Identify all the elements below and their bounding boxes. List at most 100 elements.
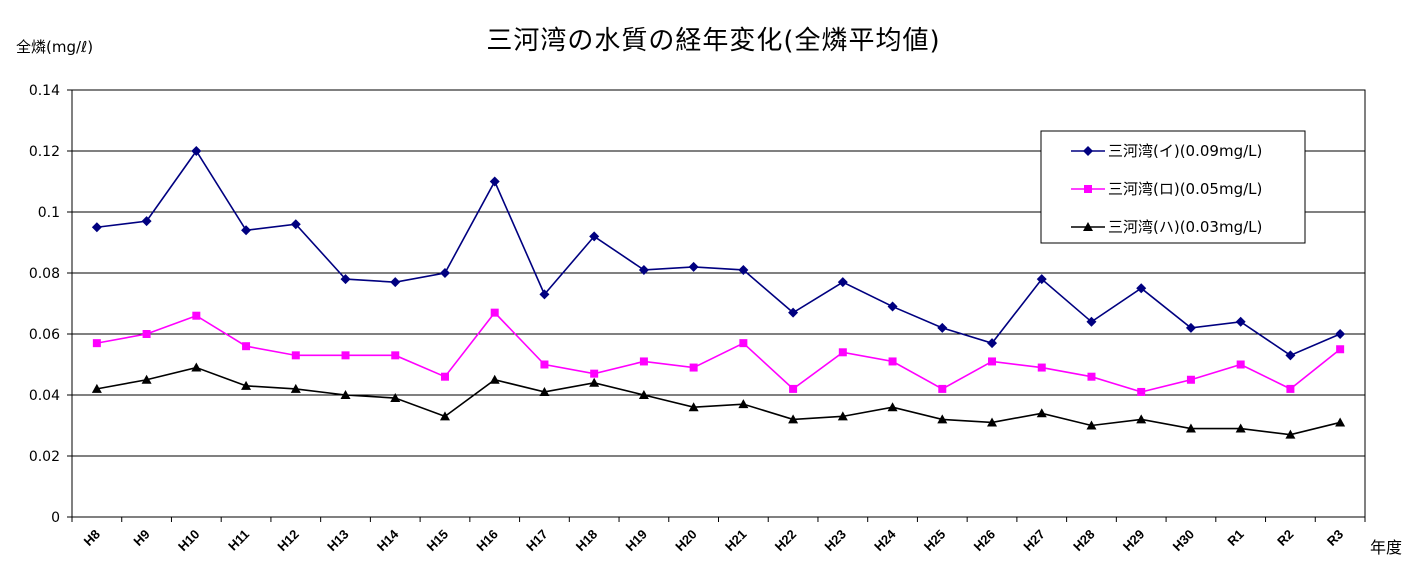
x-tick-label: H24 (871, 526, 899, 554)
legend-marker (1084, 185, 1092, 193)
legend-label: 三河湾(ロ)(0.05mg/L) (1108, 180, 1262, 198)
data-point (540, 360, 549, 369)
data-point (638, 264, 649, 275)
legend-label: 三河湾(イ)(0.09mg/L) (1108, 142, 1262, 160)
x-tick-label: H15 (424, 527, 451, 554)
x-tick-label: H8 (81, 527, 103, 549)
data-point (738, 399, 749, 409)
data-point (590, 369, 599, 378)
data-point (241, 380, 252, 390)
data-point (489, 176, 500, 187)
x-tick-label: H14 (374, 526, 402, 554)
data-point (141, 216, 152, 227)
data-point (1285, 350, 1296, 361)
data-point (938, 384, 947, 393)
data-point (539, 289, 550, 300)
x-tick-label: H22 (772, 527, 799, 554)
data-point (988, 357, 997, 366)
data-point (837, 277, 848, 288)
y-tick-label: 0.06 (29, 327, 60, 343)
data-point (788, 307, 799, 318)
data-point (1086, 420, 1097, 430)
series-line-2 (96, 311, 1341, 393)
y-tick-label: 0.04 (29, 388, 60, 404)
data-point (1235, 316, 1246, 327)
data-point (1086, 316, 1097, 327)
x-tick-label: H17 (523, 527, 550, 554)
data-point (241, 225, 252, 236)
x-tick-label: H16 (473, 527, 500, 554)
data-point (888, 357, 897, 366)
x-tick-label: H30 (1170, 527, 1197, 554)
data-point (638, 390, 649, 399)
x-tick-label: H10 (175, 527, 202, 554)
data-point (739, 339, 748, 348)
x-tick-label: H12 (274, 527, 301, 554)
legend-marker (1083, 146, 1093, 156)
y-tick-label: 0.12 (29, 144, 60, 160)
data-point (1235, 423, 1246, 433)
data-point (1336, 345, 1345, 354)
x-tick-label: H23 (821, 527, 848, 554)
data-point (987, 417, 998, 427)
data-point (1186, 375, 1195, 384)
data-point (192, 311, 201, 320)
series-line-1 (96, 149, 1341, 357)
data-point (539, 386, 550, 396)
y-tick-label: 0 (51, 510, 60, 526)
x-tick-label: H18 (573, 527, 600, 554)
data-point (440, 372, 449, 381)
data-point (688, 402, 699, 412)
data-point (390, 393, 401, 403)
data-point (937, 322, 948, 333)
data-point (291, 351, 300, 360)
series-line-3 (96, 366, 1341, 436)
data-point (1087, 372, 1096, 381)
legend-marker (1083, 222, 1093, 231)
data-point (1185, 322, 1196, 333)
data-point (142, 330, 151, 338)
data-point (838, 348, 847, 357)
x-tick-label: H9 (130, 527, 152, 549)
data-point (439, 268, 450, 278)
data-point (290, 219, 301, 230)
data-point (1137, 387, 1146, 396)
x-tick-label: H13 (324, 527, 351, 554)
data-point (242, 342, 251, 351)
x-tick-label: H28 (1070, 527, 1097, 554)
x-tick-label: R3 (1324, 527, 1346, 549)
y-tick-label: 0.14 (29, 83, 60, 99)
y-tick-label: 0.08 (29, 266, 60, 282)
legend-label: 三河湾(ハ)(0.03mg/L) (1108, 218, 1262, 236)
x-tick-label: H20 (672, 527, 699, 554)
data-point (489, 374, 500, 384)
data-point (91, 222, 102, 233)
y-axis-label: 全燐(mg/ℓ) (16, 38, 94, 56)
data-point (837, 411, 848, 421)
x-tick-label: R2 (1274, 527, 1296, 549)
x-tick-label: H25 (921, 527, 948, 554)
y-tick-label: 0.02 (29, 449, 60, 465)
data-point (490, 308, 499, 317)
data-point (887, 402, 898, 412)
data-point (689, 363, 698, 372)
data-point (788, 414, 799, 424)
data-point (1236, 360, 1245, 369)
data-point (1185, 423, 1196, 433)
data-point (290, 383, 301, 393)
data-point (589, 231, 600, 242)
data-point (688, 261, 699, 272)
data-point (1285, 429, 1296, 439)
data-point (391, 351, 400, 360)
data-point (1286, 384, 1295, 393)
x-tick-label: H26 (971, 527, 998, 554)
data-point (341, 351, 350, 360)
data-point (91, 383, 102, 393)
data-point (1036, 408, 1047, 418)
data-point (639, 357, 648, 366)
data-point (1136, 283, 1147, 294)
x-axis-label: 年度 (1370, 538, 1403, 557)
x-tick-label: H11 (225, 527, 252, 554)
x-tick-label: R1 (1224, 527, 1246, 549)
